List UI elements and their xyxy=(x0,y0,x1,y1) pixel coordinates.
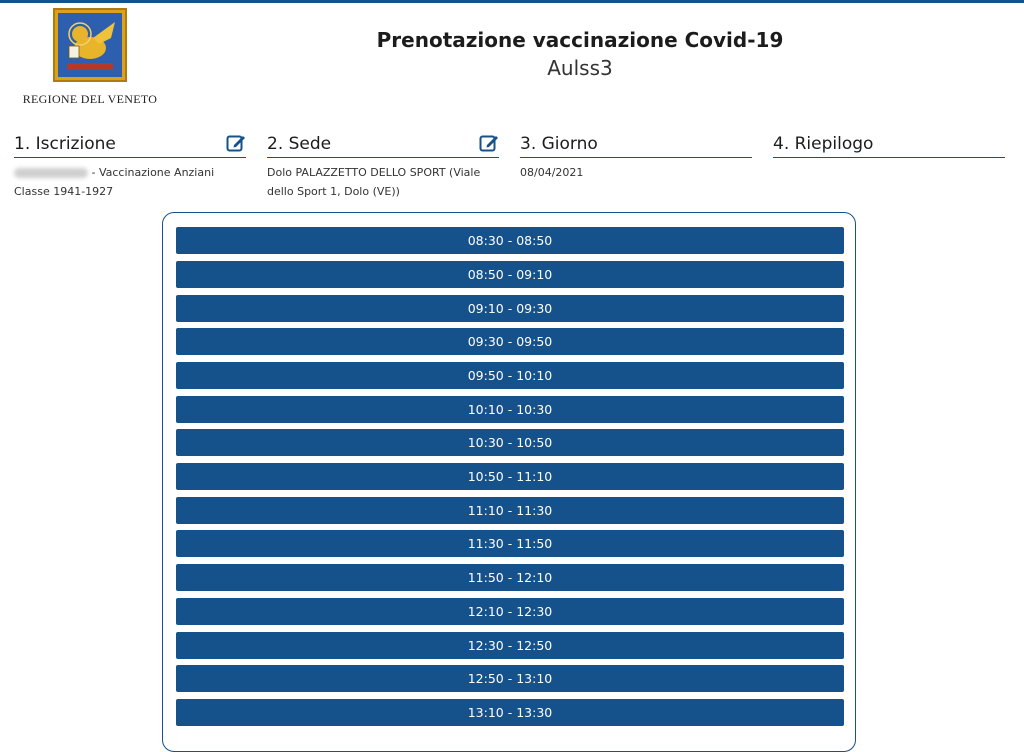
time-slot-button[interactable]: 10:10 - 10:30 xyxy=(176,396,844,423)
time-slot-button[interactable]: 11:50 - 12:10 xyxy=(176,564,844,591)
time-slot-button[interactable]: 12:10 - 12:30 xyxy=(176,598,844,625)
lion-of-saint-mark-emblem xyxy=(53,8,127,82)
time-slot-button[interactable]: 11:10 - 11:30 xyxy=(176,497,844,524)
step-label: 1. Iscrizione xyxy=(14,134,116,154)
edit-icon[interactable] xyxy=(479,133,499,153)
step-riepilogo: 4. Riepilogo xyxy=(773,131,1005,163)
step-label: 3. Giorno xyxy=(520,134,598,154)
step-detail: Dolo PALAZZETTO DELLO SPORT (Viale dello… xyxy=(267,166,481,198)
time-slot-button[interactable]: 12:30 - 12:50 xyxy=(176,632,844,659)
top-accent-bar xyxy=(0,0,1024,3)
time-slot-button[interactable]: 08:30 - 08:50 xyxy=(176,227,844,254)
regione-veneto-logo: REGIONE DEL VENETO xyxy=(20,8,160,108)
time-slot-button[interactable]: 10:30 - 10:50 xyxy=(176,429,844,456)
page-header: Prenotazione vaccinazione Covid-19 Aulss… xyxy=(300,26,860,82)
page-title: Prenotazione vaccinazione Covid-19 xyxy=(376,28,784,52)
time-slot-button[interactable]: 12:50 - 13:10 xyxy=(176,665,844,692)
redacted-name xyxy=(14,168,88,178)
time-slot-button[interactable]: 09:10 - 09:30 xyxy=(176,295,844,322)
step-sede: 2. Sede Dolo PALAZZETTO DELLO SPORT (Via… xyxy=(267,131,499,201)
page-subtitle: Aulss3 xyxy=(547,56,613,80)
time-slot-button[interactable]: 09:30 - 09:50 xyxy=(176,328,844,355)
logo-caption: REGIONE DEL VENETO xyxy=(22,92,158,106)
time-slot-button[interactable]: 13:10 - 13:30 xyxy=(176,699,844,726)
step-detail: 08/04/2021 xyxy=(520,166,584,179)
step-giorno: 3. Giorno 08/04/2021 xyxy=(520,131,752,182)
time-slot-button[interactable]: 09:50 - 10:10 xyxy=(176,362,844,389)
step-iscrizione: 1. Iscrizione - Vaccinazione Anziani Cla… xyxy=(14,131,246,201)
time-slot-button[interactable]: 08:50 - 09:10 xyxy=(176,261,844,288)
step-detail: - Vaccinazione Anziani Classe 1941-1927 xyxy=(14,166,215,198)
step-label: 4. Riepilogo xyxy=(773,134,874,154)
step-label: 2. Sede xyxy=(267,134,332,154)
edit-icon[interactable] xyxy=(226,133,246,153)
time-slot-button[interactable]: 11:30 - 11:50 xyxy=(176,530,844,557)
time-slot-button[interactable]: 10:50 - 11:10 xyxy=(176,463,844,490)
